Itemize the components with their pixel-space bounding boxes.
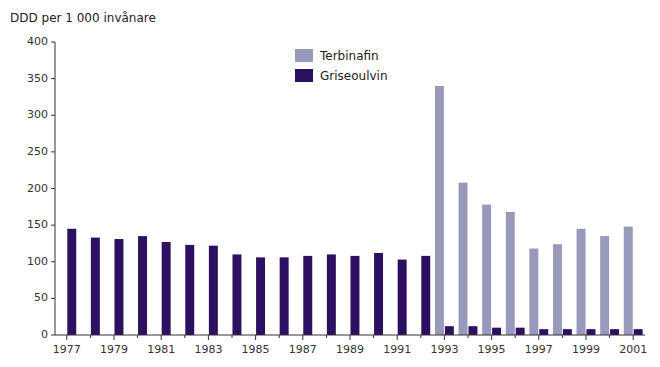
y-tick [51,78,55,79]
bar [138,236,147,335]
bar [610,329,619,335]
x-tick [302,335,303,340]
x-tick [137,335,138,338]
x-tick-label: 1981 [147,343,175,356]
x-tick [255,335,256,340]
x-tick [161,335,162,340]
x-tick [491,335,492,340]
bar [624,227,633,335]
bar [421,256,430,335]
legend-label: Griseoulvin [320,69,388,83]
bar [459,183,468,335]
x-tick [420,335,421,338]
x-tick [326,335,327,338]
x-tick-label: 1987 [289,343,317,356]
y-tick-label: 100 [27,255,48,268]
axes: 0 50 100 150 200 250 300 350 400 1977 1979 1981 1983… [27,35,647,356]
x-tick [609,335,610,338]
x-tick [114,335,115,340]
x-tick-label: 1991 [383,343,411,356]
bar [435,86,444,335]
x-tick [208,335,209,340]
bar [553,244,562,335]
x-tick-label: 1977 [53,343,81,356]
x-tick [184,335,185,338]
bar [563,329,572,335]
legend-swatch [295,69,313,82]
y-axis-label: DDD per 1 000 invånare [10,11,156,25]
x-tick-label: 1999 [572,343,600,356]
x-tick [232,335,233,338]
bar [91,238,100,335]
x-tick [562,335,563,338]
x-tick [586,335,587,340]
x-tick-label: 1983 [194,343,222,356]
bar [67,229,76,335]
y-tick-label: 400 [27,35,48,48]
y-tick [51,42,55,43]
bar [586,329,595,335]
x-tick [279,335,280,338]
bar [303,256,312,335]
x-tick [468,335,469,338]
bar [468,326,477,335]
bars [67,86,642,335]
bar [577,229,586,335]
y-tick [51,188,55,189]
x-tick-label: 1985 [242,343,270,356]
bar [529,249,538,335]
x-tick-label: 1997 [525,343,553,356]
bar [482,205,491,335]
bar [492,328,501,335]
legend: Terbinafin Griseoulvin [295,49,388,83]
x-tick [350,335,351,340]
bar [634,329,643,335]
x-tick [444,335,445,340]
bar [232,254,241,335]
y-tick-label: 300 [27,108,48,121]
bar [162,242,171,335]
legend-label: Terbinafin [319,49,379,63]
x-tick [66,335,67,340]
bar [185,245,194,335]
bar [445,326,454,335]
bar [398,260,407,335]
x-tick [90,335,91,338]
bar [114,239,123,335]
x-tick-label: 2001 [619,343,647,356]
y-tick-label: 50 [34,291,48,304]
bar [280,257,289,335]
y-tick-label: 150 [27,218,48,231]
bar [350,256,359,335]
y-tick-label: 250 [27,145,48,158]
x-tick-label: 1989 [336,343,364,356]
bar [506,212,515,335]
y-tick [51,151,55,152]
bar [600,236,609,335]
y-tick-label: 350 [27,72,48,85]
x-tick-label: 1993 [430,343,458,356]
x-tick [397,335,398,340]
y-tick [51,261,55,262]
x-tick [373,335,374,338]
bar [374,253,383,335]
y-tick [51,335,55,336]
legend-swatch [295,49,313,62]
y-tick-label: 200 [27,182,48,195]
bar [256,257,265,335]
y-tick [51,115,55,116]
bar [209,246,218,335]
x-tick [633,335,634,340]
x-tick-label: 1995 [478,343,506,356]
x-tick [515,335,516,338]
bar [327,254,336,335]
bar [539,329,548,335]
x-tick-label: 1979 [100,343,128,356]
bar [516,328,525,335]
y-tick [51,298,55,299]
y-tick [51,225,55,226]
chart: 0 50 100 150 200 250 300 350 400 1977 1979 1981 1983… [0,0,660,367]
y-tick-label: 0 [41,328,48,341]
x-tick [538,335,539,340]
